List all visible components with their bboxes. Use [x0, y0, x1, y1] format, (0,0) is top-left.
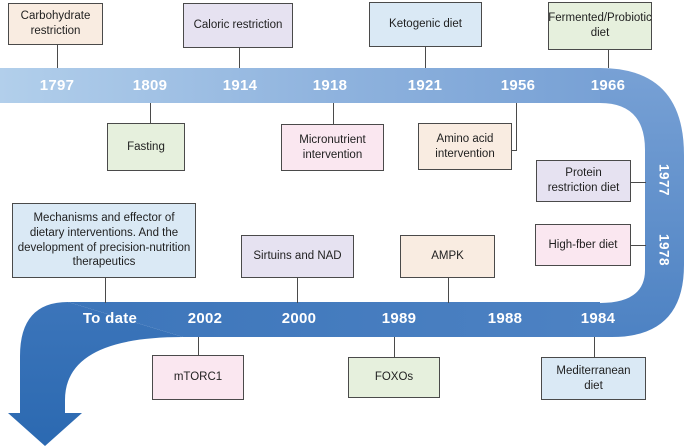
event-box-carbohydrate-restriction: Carbohydrate restriction [8, 3, 103, 45]
year-label-1977: 1977 [656, 163, 672, 197]
ribbon-bottom-band [68, 302, 600, 337]
event-box-mtorc1: mTORC1 [152, 355, 244, 400]
event-box-micronutrient: Micronutrient intervention [281, 124, 384, 171]
connector-foxos [394, 337, 395, 357]
connector-mediterranean [594, 337, 595, 357]
connector-amino-acid-vertical [516, 103, 517, 150]
event-box-mediterranean-diet: Mediterranean diet [541, 357, 646, 400]
year-label-to-date: To date [82, 310, 138, 327]
year-label-1966: 1966 [590, 77, 626, 94]
year-label-1918: 1918 [312, 77, 348, 94]
connector-amino-acid-horizontal [511, 150, 517, 151]
ribbon-top-band [0, 68, 600, 103]
ribbon-left-elbow-arrow [8, 302, 183, 446]
year-label-1914: 1914 [222, 77, 258, 94]
connector-mechanisms [105, 278, 106, 303]
event-box-amino-acid: Amino acid intervention [418, 123, 512, 170]
year-label-1978: 1978 [656, 233, 672, 267]
connector-caloric-restriction [239, 48, 240, 68]
year-label-2000: 2000 [281, 310, 317, 327]
event-box-ampk: AMPK [400, 235, 495, 278]
event-box-mechanisms: Mechanisms and effector of dietary inter… [12, 203, 196, 278]
connector-fermented-probiotic [608, 50, 609, 68]
year-label-1956: 1956 [500, 77, 536, 94]
event-box-caloric-restriction: Caloric restriction [183, 3, 293, 48]
event-box-sirtuins-nad: Sirtuins and NAD [241, 235, 354, 278]
event-box-high-fiber-diet: High-fber diet [535, 224, 631, 266]
year-label-1988: 1988 [487, 310, 523, 327]
event-box-fasting: Fasting [107, 123, 185, 171]
year-label-1921: 1921 [407, 77, 443, 94]
year-label-2002: 2002 [187, 310, 223, 327]
connector-ampk [448, 278, 449, 303]
connector-ketogenic-diet [425, 47, 426, 68]
connector-protein-restriction [631, 182, 646, 183]
ribbon-right-elbow [600, 68, 684, 337]
connector-fasting [150, 103, 151, 123]
connector-carbohydrate-restriction [57, 45, 58, 68]
year-label-1809: 1809 [132, 77, 168, 94]
event-box-protein-restriction-diet: Protein restriction diet [536, 160, 631, 202]
connector-high-fiber [631, 245, 646, 246]
event-box-fermented-probiotic-diet: Fermented/Probiotic diet [548, 2, 652, 50]
event-box-ketogenic-diet: Ketogenic diet [369, 2, 482, 47]
year-label-1984: 1984 [580, 310, 616, 327]
event-box-foxos: FOXOs [348, 357, 440, 398]
connector-mtorc1 [198, 337, 199, 355]
connector-micronutrient [333, 103, 334, 124]
year-label-1989: 1989 [381, 310, 417, 327]
connector-sirtuins [297, 278, 298, 303]
year-label-1797: 1797 [39, 77, 75, 94]
